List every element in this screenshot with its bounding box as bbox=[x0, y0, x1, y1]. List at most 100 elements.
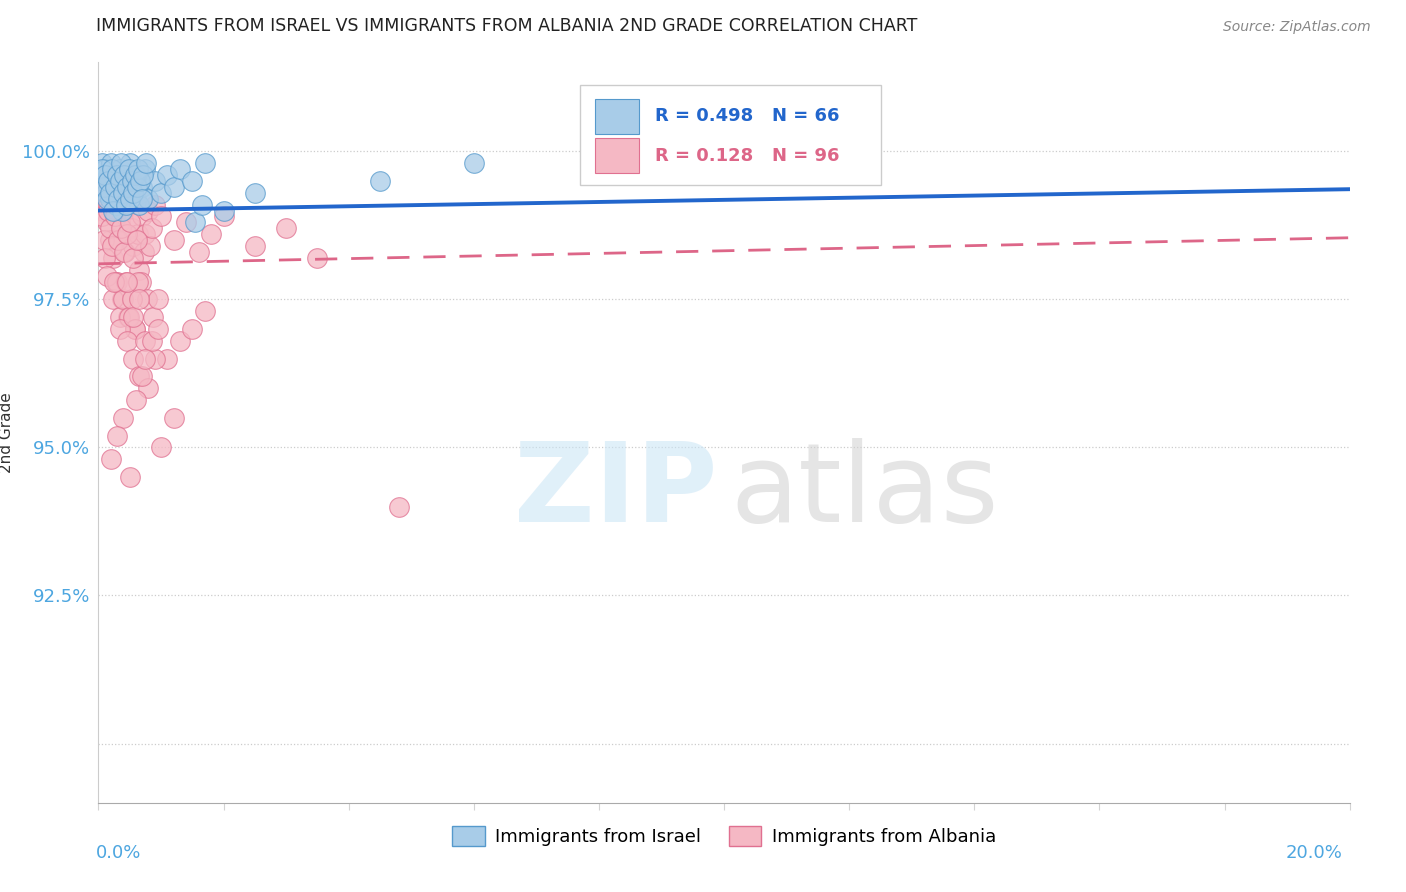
Point bbox=[156, 351, 179, 366]
Point bbox=[124, 168, 146, 182]
Point bbox=[98, 186, 121, 200]
Point bbox=[156, 168, 179, 182]
Point bbox=[143, 197, 166, 211]
Point bbox=[100, 162, 122, 177]
Point bbox=[128, 293, 150, 307]
Point bbox=[150, 186, 173, 200]
Point bbox=[90, 174, 112, 188]
Point bbox=[169, 162, 191, 177]
Point bbox=[127, 162, 149, 177]
Point bbox=[100, 179, 122, 194]
Point bbox=[190, 197, 212, 211]
Point bbox=[125, 233, 148, 247]
Point bbox=[112, 203, 135, 218]
Point bbox=[169, 334, 191, 348]
Point bbox=[121, 221, 143, 235]
Point bbox=[187, 244, 209, 259]
Point bbox=[141, 221, 163, 235]
Point bbox=[112, 179, 135, 194]
Point bbox=[110, 156, 132, 170]
Text: ZIP: ZIP bbox=[515, 438, 718, 545]
Point bbox=[114, 244, 136, 259]
Text: R = 0.128   N = 96: R = 0.128 N = 96 bbox=[655, 146, 839, 165]
Point bbox=[111, 186, 134, 200]
Point bbox=[115, 227, 138, 242]
Point bbox=[110, 215, 132, 229]
Point bbox=[122, 186, 145, 200]
Point bbox=[120, 215, 142, 229]
Point bbox=[93, 186, 115, 200]
Point bbox=[91, 210, 114, 224]
Point bbox=[121, 293, 143, 307]
Point bbox=[112, 410, 135, 425]
Point bbox=[131, 369, 153, 384]
Point bbox=[150, 441, 173, 455]
Point bbox=[124, 322, 146, 336]
Point bbox=[143, 351, 166, 366]
Point bbox=[134, 334, 156, 348]
Point bbox=[128, 262, 150, 277]
Point bbox=[131, 210, 153, 224]
Point bbox=[128, 197, 150, 211]
Text: IMMIGRANTS FROM ISRAEL VS IMMIGRANTS FROM ALBANIA 2ND GRADE CORRELATION CHART: IMMIGRANTS FROM ISRAEL VS IMMIGRANTS FRO… bbox=[96, 17, 917, 35]
Point bbox=[115, 275, 138, 289]
Point bbox=[105, 168, 128, 182]
Point bbox=[134, 227, 156, 242]
Point bbox=[93, 179, 115, 194]
Point bbox=[108, 174, 131, 188]
Point bbox=[118, 310, 141, 325]
Point bbox=[128, 369, 150, 384]
Point bbox=[127, 227, 149, 242]
Point bbox=[121, 351, 143, 366]
Point bbox=[96, 215, 118, 229]
Point bbox=[138, 192, 160, 206]
Point bbox=[94, 168, 117, 182]
Point bbox=[181, 322, 204, 336]
Text: Source: ZipAtlas.com: Source: ZipAtlas.com bbox=[1223, 21, 1371, 34]
Point bbox=[121, 239, 143, 253]
Point bbox=[131, 192, 153, 206]
Point bbox=[93, 203, 115, 218]
Y-axis label: 2nd Grade: 2nd Grade bbox=[0, 392, 14, 473]
Point bbox=[181, 174, 204, 188]
Point bbox=[107, 192, 129, 206]
Point bbox=[184, 215, 207, 229]
Point bbox=[103, 210, 125, 224]
Point bbox=[388, 500, 411, 514]
Point bbox=[115, 192, 138, 206]
Point bbox=[110, 162, 132, 177]
Point bbox=[105, 174, 128, 188]
Point bbox=[162, 179, 184, 194]
Point bbox=[93, 162, 115, 177]
Point bbox=[128, 174, 150, 188]
Text: R = 0.498   N = 66: R = 0.498 N = 66 bbox=[655, 108, 839, 126]
Point bbox=[307, 251, 329, 265]
Point bbox=[103, 293, 125, 307]
Point bbox=[125, 168, 148, 182]
Point bbox=[101, 251, 124, 265]
Point bbox=[115, 275, 138, 289]
Point bbox=[110, 221, 132, 235]
Point bbox=[125, 192, 148, 206]
Point bbox=[104, 197, 127, 211]
Point bbox=[142, 310, 165, 325]
Point bbox=[122, 251, 145, 265]
FancyBboxPatch shape bbox=[595, 138, 638, 173]
Point bbox=[94, 251, 117, 265]
Point bbox=[103, 168, 125, 182]
Point bbox=[101, 179, 124, 194]
Point bbox=[91, 162, 114, 177]
Point bbox=[100, 156, 122, 170]
Point bbox=[134, 351, 156, 366]
Point bbox=[368, 174, 391, 188]
Point bbox=[146, 322, 169, 336]
Point bbox=[105, 192, 128, 206]
Point bbox=[150, 210, 173, 224]
Point bbox=[143, 174, 166, 188]
Point bbox=[200, 227, 222, 242]
FancyBboxPatch shape bbox=[595, 99, 638, 135]
Point bbox=[141, 334, 163, 348]
Point bbox=[100, 452, 122, 467]
Point bbox=[243, 186, 266, 200]
Point bbox=[96, 192, 118, 206]
